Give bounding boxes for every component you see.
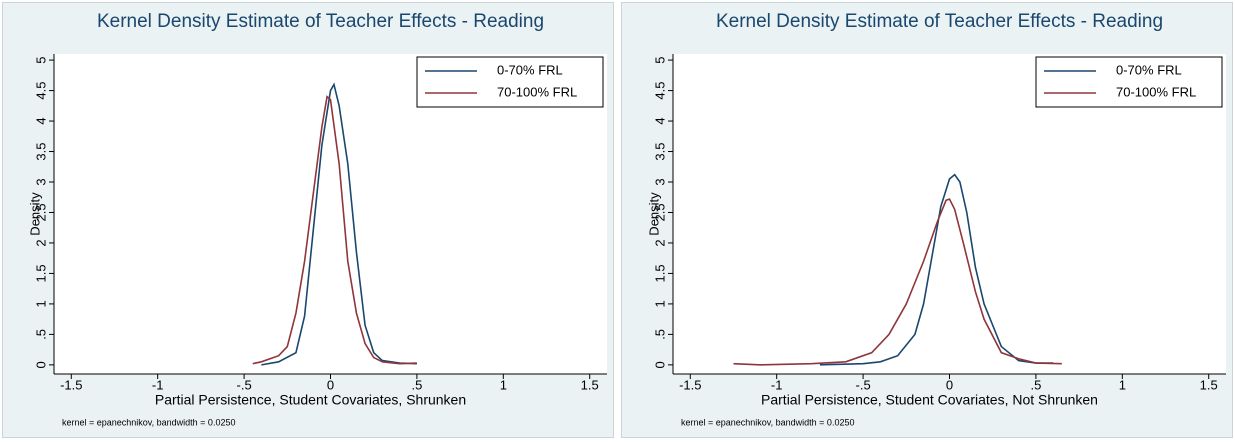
y-tick-label: 3.5 [33, 142, 48, 160]
x-tick-label: -.5 [237, 377, 252, 392]
x-tick-label: -1.5 [60, 377, 82, 392]
density-line [261, 82, 417, 366]
y-tick-label: .5 [33, 329, 48, 340]
y-tick-label: 2 [33, 239, 48, 246]
x-tick-label: 1.5 [1200, 377, 1218, 392]
y-tick-label: 4 [652, 117, 667, 124]
y-tick-label: 2 [652, 239, 667, 246]
legend-box [1035, 56, 1223, 108]
x-tick-label: -1 [152, 377, 164, 392]
x-tick-label: -.5 [856, 377, 871, 392]
y-tick-label: 5 [652, 56, 667, 63]
y-axis-title: Density [646, 192, 661, 236]
y-tick-label: 1 [33, 300, 48, 307]
x-tick-label: -1 [771, 377, 783, 392]
y-tick-label: 1 [652, 300, 667, 307]
y-tick-label: 3 [652, 178, 667, 185]
y-tick-label: .5 [652, 329, 667, 340]
x-axis-title: Partial Persistence, Student Covariates,… [155, 392, 466, 408]
y-tick-label: 0 [652, 361, 667, 368]
note: kernel = epanechnikov, bandwidth = 0.025… [62, 417, 235, 427]
y-tick-label: 5 [33, 56, 48, 63]
legend-label: 0-70% FRL [1116, 62, 1182, 77]
y-tick-label: 1.5 [33, 264, 48, 282]
legend-label: 70-100% FRL [497, 84, 577, 99]
x-tick-label: .5 [1030, 377, 1041, 392]
x-tick-label: 0 [946, 377, 953, 392]
y-tick-label: 3 [33, 178, 48, 185]
legend-label: 0-70% FRL [497, 62, 563, 77]
chart-panel: Kernel Density Estimate of Teacher Effec… [621, 2, 1233, 438]
y-tick-label: 1.5 [652, 264, 667, 282]
density-line [819, 173, 1054, 366]
y-tick-label: 2.5 [33, 203, 48, 221]
note: kernel = epanechnikov, bandwidth = 0.025… [681, 417, 854, 427]
x-tick-label: -1.5 [679, 377, 701, 392]
chart-title: Kernel Density Estimate of Teacher Effec… [97, 11, 544, 32]
x-tick-label: .5 [411, 377, 422, 392]
y-tick-label: 4.5 [652, 82, 667, 100]
x-axis-title: Partial Persistence, Student Covariates,… [761, 392, 1098, 408]
density-line [733, 198, 1062, 366]
y-tick-label: 4.5 [33, 82, 48, 100]
y-axis-title: Density [27, 192, 42, 236]
legend-label: 70-100% FRL [1116, 84, 1196, 99]
x-tick-label: 1 [500, 377, 507, 392]
chart-title: Kernel Density Estimate of Teacher Effec… [716, 11, 1163, 32]
x-tick-label: 1.5 [581, 377, 599, 392]
y-tick-label: 3.5 [652, 142, 667, 160]
y-tick-label: 2.5 [652, 203, 667, 221]
x-tick-label: 1 [1119, 377, 1126, 392]
legend-box [416, 56, 604, 108]
density-line [252, 95, 417, 365]
y-tick-label: 0 [33, 361, 48, 368]
chart-panel: Kernel Density Estimate of Teacher Effec… [2, 2, 614, 438]
y-tick-label: 4 [33, 117, 48, 124]
x-tick-label: 0 [327, 377, 334, 392]
